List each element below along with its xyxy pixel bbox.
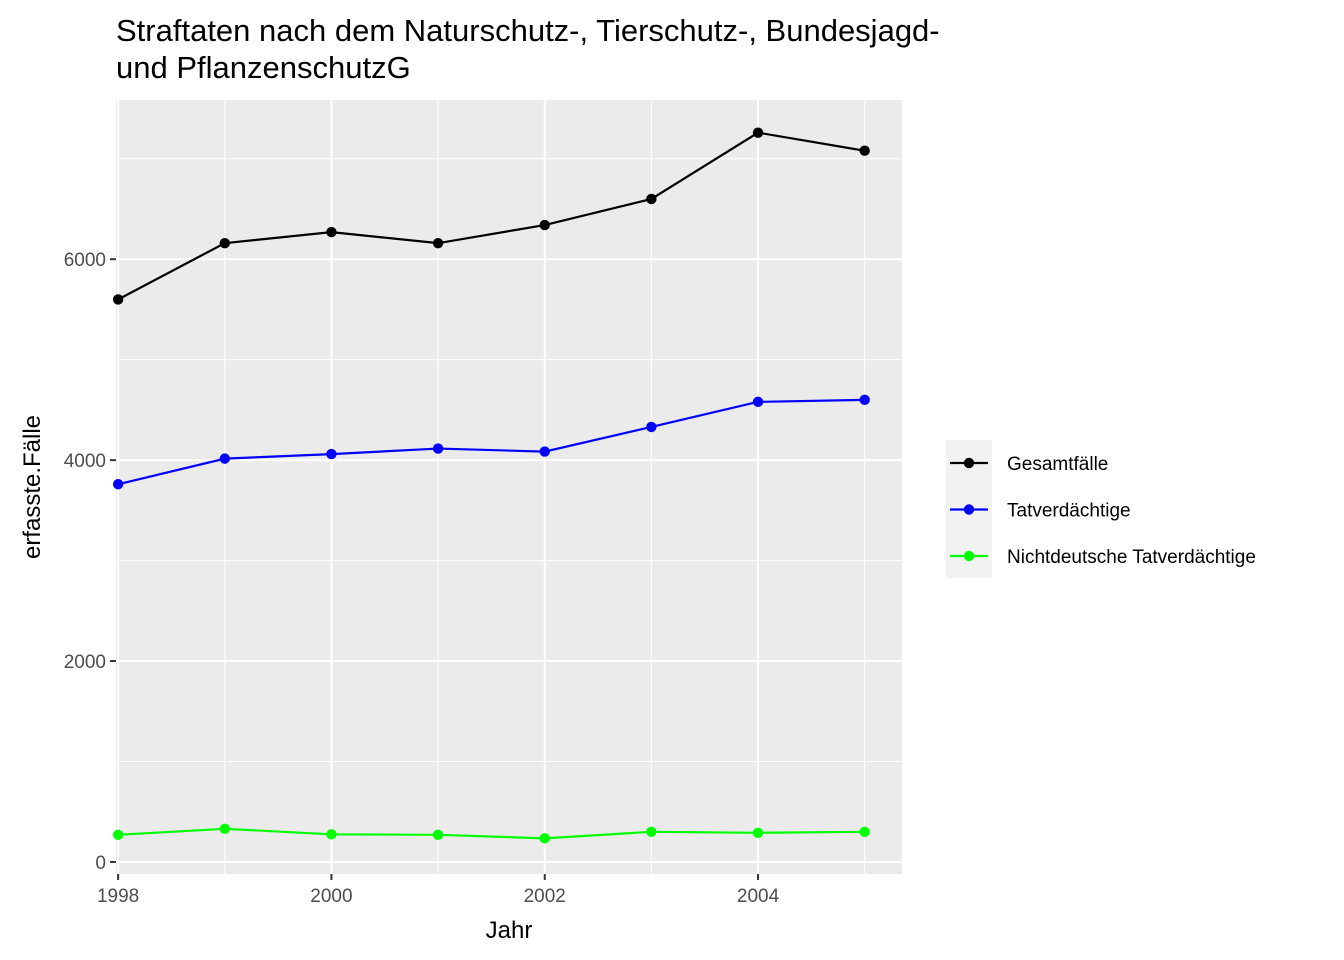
data-point [112, 294, 124, 305]
data-point [539, 446, 550, 457]
x-axis-title: Jahr [486, 917, 533, 944]
legend-key-point [963, 504, 975, 515]
data-point [646, 193, 657, 205]
x-tick-label: 1998 [97, 886, 139, 907]
chart-title-line-1: Straftaten nach dem Naturschutz-, Tiersc… [116, 13, 940, 48]
legend-key-point [963, 457, 975, 469]
data-point [112, 479, 124, 490]
data-point [326, 448, 337, 460]
data-point [859, 826, 870, 838]
data-point [219, 823, 230, 834]
data-point [326, 829, 337, 840]
legend-label: Gesamtfälle [1007, 454, 1108, 475]
legend-label: Nichtdeutsche Tatverdächtige [1007, 547, 1256, 568]
data-point [539, 219, 550, 231]
y-tick-label: 4000 [64, 451, 106, 472]
axes: 0 2000 4000 6000 1998 2000 2002 2004 [64, 250, 780, 907]
data-point [432, 237, 444, 249]
plot-panel [116, 100, 902, 874]
legend-item: Gesamtfälle [950, 454, 1108, 475]
data-point [432, 443, 444, 454]
series-line [118, 827, 865, 840]
data-point [539, 833, 550, 844]
y-tick-label: 0 [95, 853, 106, 874]
y-tick-label: 2000 [64, 652, 106, 673]
data-point [752, 827, 764, 839]
data-point [219, 453, 230, 464]
x-tick-label: 2000 [310, 886, 352, 907]
y-axis-title: erfasste.Fälle [19, 415, 46, 559]
legend-item: Nichtdeutsche Tatverdächtige [950, 547, 1256, 568]
legend-item: Tatverdächtige [950, 501, 1131, 522]
data-point [752, 396, 764, 408]
series-layer [112, 127, 870, 844]
data-point [646, 421, 657, 433]
data-point [859, 394, 870, 406]
data-point [432, 829, 444, 841]
data-point [859, 145, 870, 156]
chart-title-line-2: und PflanzenschutzG [116, 50, 411, 85]
series-line [117, 398, 865, 486]
series-line [117, 131, 865, 301]
y-tick-label: 6000 [64, 250, 106, 271]
data-point [219, 237, 230, 249]
data-point [112, 829, 124, 841]
series-2 [112, 394, 870, 490]
legend: Gesamtfälle Tatverdächtige Nichtdeutsche T… [950, 454, 1256, 568]
series-1 [112, 127, 870, 305]
legend-key-point [963, 550, 975, 562]
x-tick-label: 2004 [737, 886, 780, 907]
data-point [752, 127, 764, 138]
data-point [326, 226, 337, 238]
legend-label: Tatverdächtige [1007, 501, 1131, 522]
series-3 [112, 823, 870, 844]
data-point [646, 826, 657, 838]
x-tick-label: 2002 [524, 886, 566, 907]
